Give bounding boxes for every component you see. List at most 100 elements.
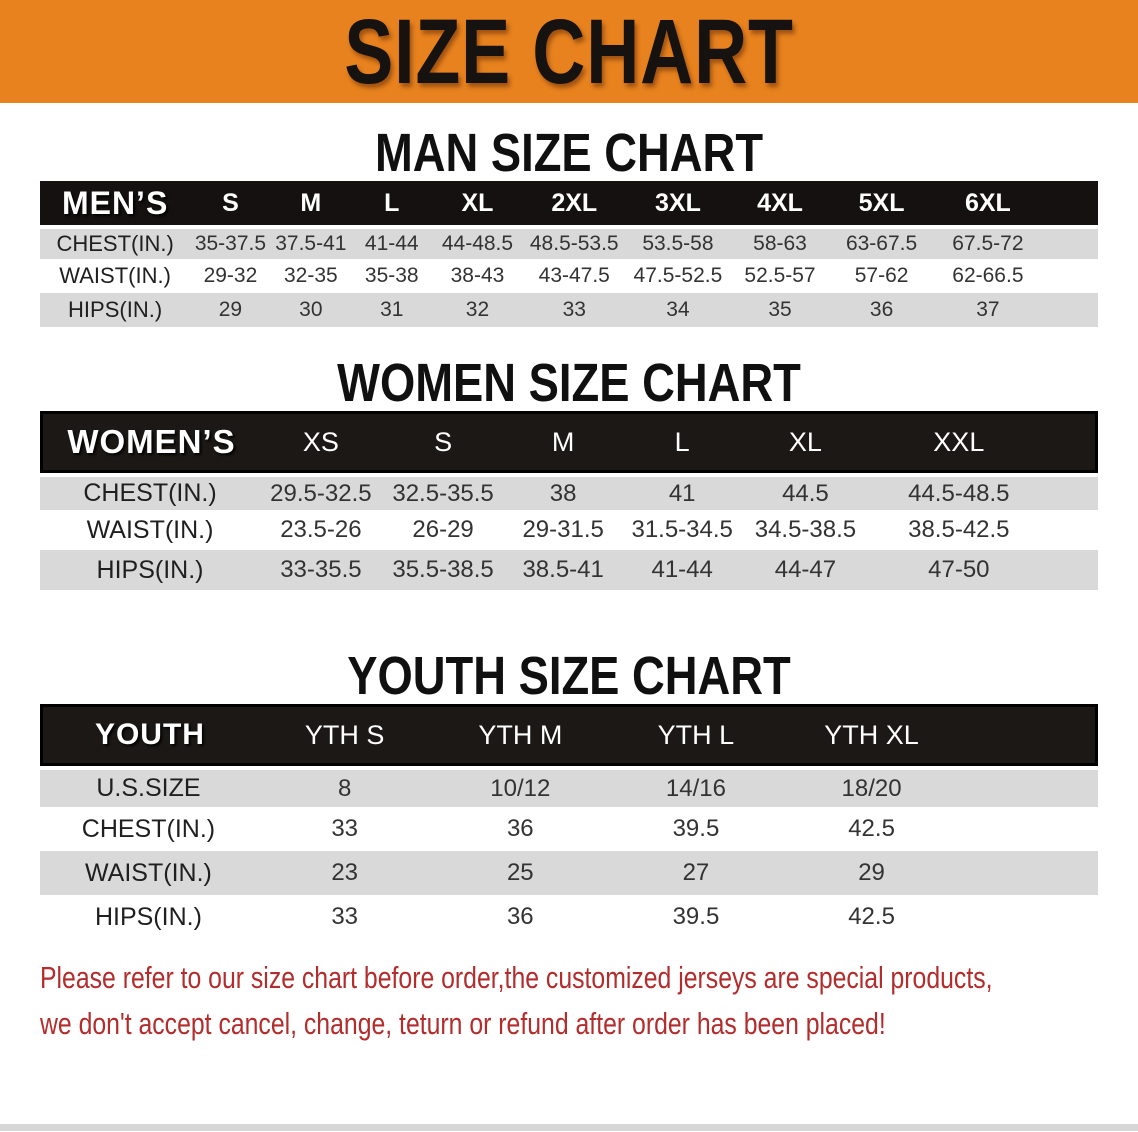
row-label: HIPS(IN.) xyxy=(94,902,202,931)
table-cell: 34.5-38.5 xyxy=(754,516,857,544)
filler-cell xyxy=(959,766,1098,808)
table-cell: 43-47.5 xyxy=(538,264,610,288)
table-cell: 42.5 xyxy=(848,903,895,931)
filler-cell xyxy=(959,807,1098,851)
youth-size-column-header: YTH XL xyxy=(783,704,960,767)
women-table-row: HIPS(IN.) 33-35.5 35.5-38.5 38.5-41 41-44 44-… xyxy=(40,550,1098,591)
table-cell: 27 xyxy=(608,851,784,896)
men-table-row: WAIST(IN.) 29-32 32-35 35-38 38-43 43-47.5 47.… xyxy=(40,259,1098,293)
filler-column xyxy=(1049,411,1098,474)
filler-column xyxy=(959,704,1098,767)
youth-size-column-header: YTH S xyxy=(256,704,433,767)
table-cell: 39.5 xyxy=(672,903,720,931)
table-cell: 29 xyxy=(783,851,960,896)
filler-cell xyxy=(1049,473,1098,511)
table-cell: 32-35 xyxy=(283,264,338,288)
table-cell: 38 xyxy=(504,473,622,511)
men-section-heading: MAN SIZE CHART xyxy=(0,125,1138,181)
men-size-column-header: 5XL xyxy=(830,181,933,226)
table-cell: 29 xyxy=(190,293,271,328)
table-cell: 57-62 xyxy=(854,264,909,288)
disclaimer-line-1: Please refer to our size chart before or… xyxy=(40,960,993,996)
filler-cell xyxy=(959,851,1098,896)
men-table-row: CHEST(IN.) 35-37.5 37.5-41 41-44 44-48.5 48.5… xyxy=(40,225,1098,260)
table-cell: 58-63 xyxy=(729,225,831,260)
men-size-column-header: 6XL xyxy=(932,181,1043,226)
table-cell: 31.5-34.5 xyxy=(631,516,733,544)
youth-size-column-header: YTH L xyxy=(608,704,784,767)
youth-table-row: CHEST(IN.) 33 36 39.5 42.5 xyxy=(40,807,1098,851)
row-label: HIPS(IN.) xyxy=(40,550,261,591)
bottom-strip xyxy=(0,1124,1138,1131)
filler-cell xyxy=(1042,293,1098,328)
table-cell: 23.5-26 xyxy=(280,516,362,544)
filler-column xyxy=(1042,181,1098,226)
table-cell: 33 xyxy=(522,293,627,328)
men-size-column-header: S xyxy=(190,181,271,226)
table-cell: 31 xyxy=(351,293,433,328)
women-size-table: WOMEN’S XS S M L XL XXL CHEST(IN.) 29.5-32.5 32.… xyxy=(40,411,1098,591)
table-cell: 63-67.5 xyxy=(830,225,933,260)
women-header-row: WOMEN’S XS S M L XL XXL xyxy=(40,411,1098,474)
table-cell: 38.5-42.5 xyxy=(908,516,1010,544)
table-cell: 29.5-32.5 xyxy=(260,473,382,511)
table-cell: 26-29 xyxy=(412,516,474,544)
table-cell: 39.5 xyxy=(672,815,720,843)
women-size-column-header: XXL xyxy=(868,411,1050,474)
table-cell: 34 xyxy=(626,293,730,328)
table-cell: 44.5 xyxy=(742,473,869,511)
table-cell: 41-44 xyxy=(351,225,433,260)
disclaimer: Please refer to our size chart before or… xyxy=(40,955,1138,1047)
women-size-column-header: XL xyxy=(742,411,869,474)
women-size-column-header: S xyxy=(381,411,505,474)
youth-size-table: YOUTH YTH S YTH M YTH L YTH XL U.S.SIZE 8 10/1… xyxy=(40,704,1098,939)
table-cell: 35-37.5 xyxy=(190,225,271,260)
table-cell: 30 xyxy=(270,293,352,328)
men-size-table: MEN’S S M L XL 2XL 3XL 4XL 5XL 6XL CHEST(IN.) 35-3… xyxy=(40,181,1098,328)
men-table-row: HIPS(IN.) 29 30 31 32 33 34 35 36 37 xyxy=(40,293,1098,328)
row-label: CHEST(IN.) xyxy=(40,225,191,260)
table-cell: 37 xyxy=(932,293,1043,328)
row-label: WAIST(IN.) xyxy=(59,263,171,289)
table-cell: 47.5-52.5 xyxy=(633,264,723,288)
men-header-row: MEN’S S M L XL 2XL 3XL 4XL 5XL 6XL xyxy=(40,181,1098,226)
table-cell: 67.5-72 xyxy=(932,225,1043,260)
youth-size-column-header: YTH M xyxy=(432,704,609,767)
women-size-column-header: L xyxy=(621,411,743,474)
women-size-column-header: XS xyxy=(260,411,382,474)
row-label: CHEST(IN.) xyxy=(40,473,261,511)
women-section-heading-text: WOMEN SIZE CHART xyxy=(337,353,801,414)
table-cell: 44-47 xyxy=(742,550,869,591)
table-cell: 38-43 xyxy=(450,264,505,288)
men-size-column-header: 2XL xyxy=(522,181,627,226)
women-size-column-header: M xyxy=(504,411,622,474)
filler-cell xyxy=(1043,259,1098,293)
table-cell: 35-38 xyxy=(364,264,419,288)
row-label: HIPS(IN.) xyxy=(40,293,191,328)
table-cell: 47-50 xyxy=(868,550,1050,591)
men-size-column-header: 4XL xyxy=(729,181,831,226)
table-cell: 41-44 xyxy=(621,550,743,591)
table-cell: 42.5 xyxy=(848,815,895,843)
table-cell: 25 xyxy=(432,851,609,896)
table-cell: 18/20 xyxy=(783,766,960,808)
table-cell: 41 xyxy=(621,473,743,511)
filler-cell xyxy=(1049,510,1098,550)
table-cell: 48.5-53.5 xyxy=(522,225,627,260)
size-chart-banner: SIZE CHART xyxy=(0,0,1138,103)
women-table-row: CHEST(IN.) 29.5-32.5 32.5-35.5 38 41 44.5 44.5… xyxy=(40,473,1098,511)
table-cell: 23 xyxy=(256,851,433,896)
table-cell: 35 xyxy=(729,293,831,328)
youth-table-row: U.S.SIZE 8 10/12 14/16 18/20 xyxy=(40,766,1098,808)
men-size-column-header: XL xyxy=(432,181,523,226)
table-cell: 62-66.5 xyxy=(952,264,1024,288)
filler-cell xyxy=(959,895,1098,939)
row-label: U.S.SIZE xyxy=(40,766,257,808)
youth-table-row: WAIST(IN.) 23 25 27 29 xyxy=(40,851,1098,896)
table-cell: 33-35.5 xyxy=(260,550,382,591)
table-cell: 37.5-41 xyxy=(270,225,352,260)
men-size-column-header: L xyxy=(351,181,433,226)
row-label: WAIST(IN.) xyxy=(40,851,257,896)
table-cell: 35.5-38.5 xyxy=(381,550,505,591)
